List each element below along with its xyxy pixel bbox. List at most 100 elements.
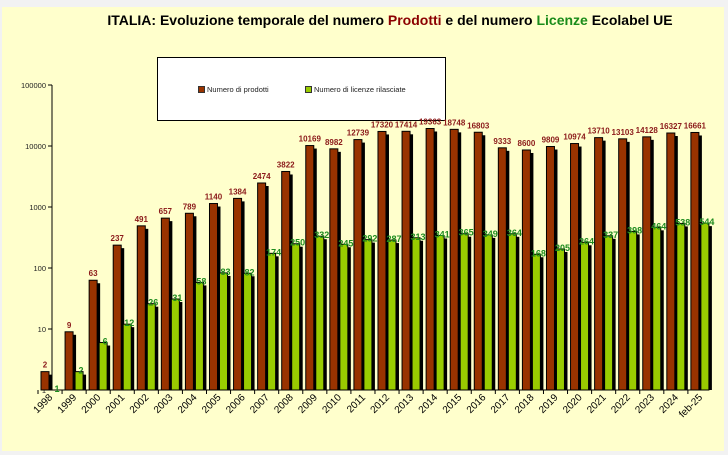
x-tick-label: 2019 bbox=[537, 392, 561, 416]
bar-licenze bbox=[411, 237, 421, 391]
bar-licenze bbox=[628, 230, 638, 391]
title-text-3: Ecolabel UE bbox=[587, 12, 673, 28]
data-label: 17320 bbox=[371, 120, 394, 129]
data-label: 8600 bbox=[518, 139, 536, 148]
legend: Numero di prodotti Numero di licenze ril… bbox=[157, 57, 446, 121]
data-label: 13103 bbox=[612, 128, 635, 137]
data-label: 12739 bbox=[347, 129, 370, 138]
bar-licenze bbox=[98, 342, 108, 391]
bar-licenze bbox=[218, 272, 228, 391]
data-label: 14128 bbox=[636, 126, 659, 135]
chart-title: ITALIA: Evoluzione temporale del numero … bbox=[0, 12, 728, 28]
x-tick-label: 2016 bbox=[465, 392, 489, 416]
bar-licenze bbox=[507, 233, 517, 391]
bar-licenze bbox=[194, 281, 204, 391]
bar-licenze bbox=[604, 235, 614, 391]
data-label: 789 bbox=[183, 202, 197, 211]
data-label: 18748 bbox=[443, 118, 466, 127]
legend-swatch bbox=[305, 86, 312, 93]
bar-licenze bbox=[555, 248, 565, 391]
data-label: 337 bbox=[603, 230, 618, 240]
x-tick-label: 2004 bbox=[176, 392, 200, 416]
data-label: 250 bbox=[290, 238, 305, 248]
bar-licenze bbox=[315, 235, 325, 391]
bar-licenze bbox=[267, 252, 277, 391]
data-label: 341 bbox=[435, 230, 450, 240]
data-label: 83 bbox=[220, 267, 230, 277]
data-label: 287 bbox=[386, 234, 401, 244]
data-label: 58 bbox=[196, 276, 206, 286]
data-label: 491 bbox=[135, 215, 149, 224]
bar-prodotti bbox=[184, 212, 194, 391]
data-label: 237 bbox=[111, 234, 125, 243]
legend-item-prodotti: Numero di prodotti bbox=[198, 85, 269, 94]
title-licenze: Licenze bbox=[536, 12, 588, 28]
bar-licenze bbox=[74, 371, 84, 391]
bar-prodotti bbox=[473, 131, 483, 391]
bar-prodotti bbox=[642, 136, 652, 391]
bar-licenze bbox=[146, 303, 156, 391]
bar-prodotti bbox=[666, 132, 676, 391]
x-tick-label: 2001 bbox=[104, 392, 128, 416]
data-label: 12 bbox=[124, 318, 134, 328]
bar-prodotti bbox=[136, 225, 146, 391]
bar-licenze bbox=[122, 323, 132, 391]
data-label: 264 bbox=[579, 236, 594, 246]
data-label: 3822 bbox=[277, 160, 295, 169]
bar-licenze bbox=[652, 226, 662, 391]
data-label: 657 bbox=[159, 207, 173, 216]
y-tick-label: 100 bbox=[33, 264, 46, 273]
legend-swatch bbox=[198, 86, 205, 93]
x-tick-label: 2011 bbox=[345, 392, 368, 415]
x-tick-label: 2005 bbox=[200, 392, 224, 416]
x-tick-label: 2007 bbox=[248, 392, 272, 416]
bar-licenze bbox=[339, 243, 349, 391]
bar-licenze bbox=[170, 298, 180, 391]
data-label: 245 bbox=[338, 238, 353, 248]
data-label: 2474 bbox=[253, 172, 271, 181]
bar-licenze bbox=[700, 222, 710, 391]
data-label: 2 bbox=[43, 361, 48, 370]
x-tick-label: 2006 bbox=[224, 392, 248, 416]
legend-item-licenze: Numero di licenze rilasciate bbox=[305, 85, 406, 94]
bar-licenze bbox=[459, 233, 469, 391]
data-label: 349 bbox=[483, 229, 498, 239]
bar-licenze bbox=[483, 234, 493, 391]
bar-licenze bbox=[243, 272, 253, 391]
bar-prodotti bbox=[40, 371, 50, 391]
data-label: 26 bbox=[148, 298, 158, 308]
x-tick-label: 2013 bbox=[393, 392, 417, 416]
data-label: 332 bbox=[314, 230, 329, 240]
bar-licenze bbox=[435, 235, 445, 391]
data-label: 365 bbox=[459, 228, 474, 238]
data-label: 16327 bbox=[660, 122, 683, 131]
bar-prodotti bbox=[377, 130, 387, 391]
bar-prodotti bbox=[257, 182, 267, 391]
data-label: 8982 bbox=[325, 138, 343, 147]
legend-label: Numero di licenze rilasciate bbox=[314, 85, 406, 94]
x-tick-label: 2009 bbox=[296, 392, 320, 416]
data-label: 16803 bbox=[467, 121, 490, 130]
title-text-2: e del numero bbox=[441, 12, 537, 28]
x-tick-label: 2022 bbox=[609, 392, 633, 416]
data-label: 2 bbox=[79, 366, 84, 376]
data-label: 82 bbox=[245, 267, 255, 277]
data-label: 544 bbox=[699, 217, 714, 227]
x-tick-label: 1998 bbox=[32, 392, 56, 416]
data-label: 205 bbox=[555, 243, 570, 253]
data-label: 168 bbox=[531, 248, 546, 258]
x-tick-label: 2003 bbox=[152, 392, 176, 416]
data-label: 292 bbox=[362, 234, 377, 244]
x-tick-label: 2002 bbox=[128, 392, 152, 416]
bar-prodotti bbox=[570, 143, 580, 391]
bar-licenze bbox=[531, 253, 541, 391]
bar-prodotti bbox=[618, 138, 628, 391]
data-label: 1 bbox=[54, 384, 59, 394]
x-tick-label: 2000 bbox=[80, 392, 104, 416]
data-label: 31 bbox=[172, 293, 182, 303]
y-tick-label: 100000 bbox=[21, 81, 46, 90]
bar-prodotti bbox=[449, 128, 459, 391]
data-label: 1384 bbox=[229, 187, 247, 196]
data-label: 17414 bbox=[395, 120, 418, 129]
